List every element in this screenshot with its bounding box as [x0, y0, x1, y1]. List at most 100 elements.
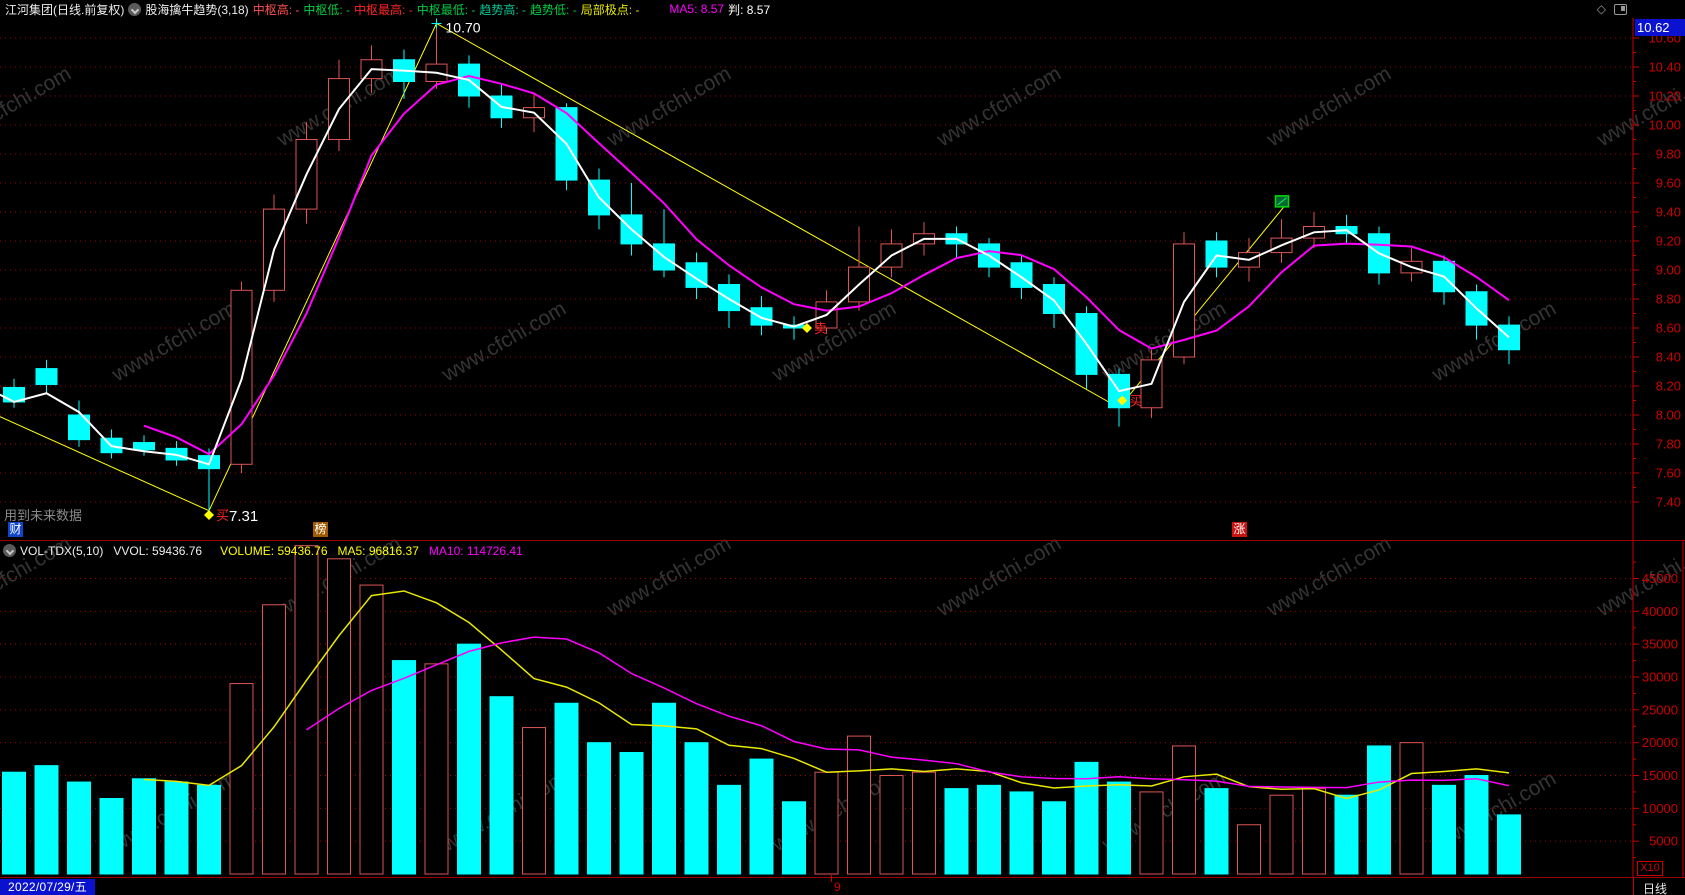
vol-bar-down [717, 784, 741, 875]
vol-ma10-magenta-line [306, 636, 1510, 789]
svg-text:5000: 5000 [1649, 834, 1678, 849]
candle-down [1498, 324, 1520, 351]
vol-bar-down [1464, 775, 1489, 875]
stock-title: 江河集团(日线.前复权) [5, 2, 125, 17]
vol-bar-up [1269, 794, 1294, 875]
timeline-bar[interactable]: 2022/07/29/五 9 日线 [0, 874, 1685, 895]
month-tick [831, 874, 832, 882]
vol-bar-down [164, 781, 189, 875]
svg-text:7.60: 7.60 [1656, 466, 1681, 481]
vol-bar-down [132, 778, 156, 875]
diamond-signal-icon [1117, 395, 1128, 406]
vol-bar-down [1042, 801, 1066, 875]
signal-badge-zhang: 涨 [1232, 522, 1247, 537]
svg-text:10000: 10000 [1642, 801, 1678, 816]
svg-text:15000: 15000 [1642, 768, 1678, 783]
diamond-signal-icon [204, 510, 214, 521]
vol-bar-down [34, 765, 59, 875]
volume-chart[interactable]: 5000 10000 15000 20000 25000 30000 35000 40000 4… [0, 541, 1685, 877]
peak-price-label: 10.70 [446, 20, 481, 36]
ma5-magenta-line [143, 74, 1510, 456]
vol-bar-down [197, 784, 221, 875]
vol-bar-up [359, 584, 384, 875]
svg-text:9.80: 9.80 [1656, 147, 1681, 162]
future-data-note: 用到未来数据 [4, 508, 83, 523]
vol-bar-down [977, 784, 1001, 875]
vol-bar-down [67, 781, 91, 875]
window-switch-icon[interactable] [1614, 4, 1627, 15]
svg-text:10.40: 10.40 [1648, 60, 1681, 75]
signal-char: 买 [1129, 394, 1142, 409]
svg-text:25000: 25000 [1642, 702, 1678, 717]
signal-badge-bang: 榜 [313, 522, 328, 537]
vol-bar-down [2, 771, 26, 875]
vol-bar-up [1139, 791, 1164, 875]
yellow-zigzag-line [0, 22, 1289, 512]
volume-header: VOL-TDX(5,10) VVOL: 59436.76 VOLUME: 594… [0, 542, 533, 559]
field-qushi-gao: 趋势高: - [479, 2, 527, 17]
vol-ma10: MA10: 114726.41 [428, 543, 523, 558]
vol-bar-down [1334, 794, 1359, 875]
vol-bar-up [912, 771, 936, 875]
field-zhongshu-di: 中枢低: - [303, 2, 351, 17]
vol-indicator-name[interactable]: VOL-TDX(5,10) [20, 543, 104, 558]
vol-bar-up [424, 663, 449, 875]
vol-bar-down [652, 702, 676, 875]
vol-bar-down [99, 797, 124, 875]
candle-down [35, 368, 58, 386]
field-zhongshu-zuidi: 中枢最低: - [416, 2, 476, 17]
svg-text:45000: 45000 [1642, 571, 1678, 586]
indicator-title[interactable]: 股海擒牛趋势(3,18) [145, 2, 249, 17]
main-kline-chart[interactable]: 10.6010.4010.2010.009.809.609.409.209.00… [0, 18, 1685, 540]
vol-bar-down [1367, 745, 1391, 875]
chevron-down-circle-icon[interactable] [3, 544, 16, 557]
field-zhongshu-gao: 中枢高: - [252, 2, 300, 17]
vol-bar-up [294, 545, 319, 875]
vol-bar-down [782, 801, 806, 875]
axis-line-bottom [1633, 877, 1634, 895]
chevron-down-circle-icon[interactable] [128, 2, 142, 16]
vol-bar-down [1107, 781, 1131, 875]
svg-text:9.40: 9.40 [1656, 205, 1681, 220]
signal-badge-cai: 财 [8, 522, 23, 537]
diamond-icon[interactable]: ◇ [1596, 2, 1606, 16]
field-zhongshu-zuigao: 中枢最高: - [354, 2, 413, 17]
vol-bar-up [522, 727, 546, 875]
vol-bar-up [1237, 824, 1261, 875]
vol-ma5-yellow-line [143, 590, 1510, 800]
vol-bar-down [944, 788, 969, 875]
current-date-label: 2022/07/29/五 [0, 879, 95, 895]
svg-text:7.80: 7.80 [1656, 437, 1681, 452]
svg-text:10.20: 10.20 [1648, 89, 1681, 104]
vol-bar-down [392, 660, 416, 875]
vol-bar-up [814, 771, 839, 875]
svg-text:35000: 35000 [1642, 637, 1678, 652]
svg-text:9.20: 9.20 [1656, 234, 1681, 249]
vol-bar-down [684, 742, 709, 875]
axis-max-price-badge: 10.62 [1635, 19, 1685, 36]
vol-bar-up [847, 735, 871, 875]
svg-text:8.40: 8.40 [1656, 350, 1681, 365]
svg-text:8.00: 8.00 [1656, 408, 1681, 423]
vol-ma5: MA5: 96816.37 [337, 543, 419, 558]
vol-bar-up [1399, 742, 1424, 875]
svg-text:7.40: 7.40 [1656, 495, 1681, 510]
svg-text:9.00: 9.00 [1656, 263, 1681, 278]
field-qushi-di: 趋势低: - [530, 2, 577, 17]
diamond-signal-icon [802, 323, 812, 333]
vol-bar-up [1172, 745, 1196, 875]
candle-down [68, 414, 90, 441]
vol-volume: VOLUME: 59436.76 [220, 543, 328, 558]
signal-char: 卖 [814, 321, 827, 336]
period-label: 日线 [1643, 882, 1668, 895]
panel-divider [0, 540, 1685, 541]
top-bar: 江河集团(日线.前复权) 股海擒牛趋势(3,18) 中枢高: - 中枢低: - … [0, 0, 1685, 18]
svg-text:8.60: 8.60 [1656, 321, 1681, 336]
vol-bar-down [1432, 784, 1456, 875]
field-jubu-jidian: 局部极点: - [580, 2, 640, 17]
vol-bar-down [1497, 814, 1521, 875]
candles [3, 23, 1520, 516]
vol-bar-down [554, 702, 579, 875]
field-pan: 判: 8.57 [728, 2, 771, 17]
